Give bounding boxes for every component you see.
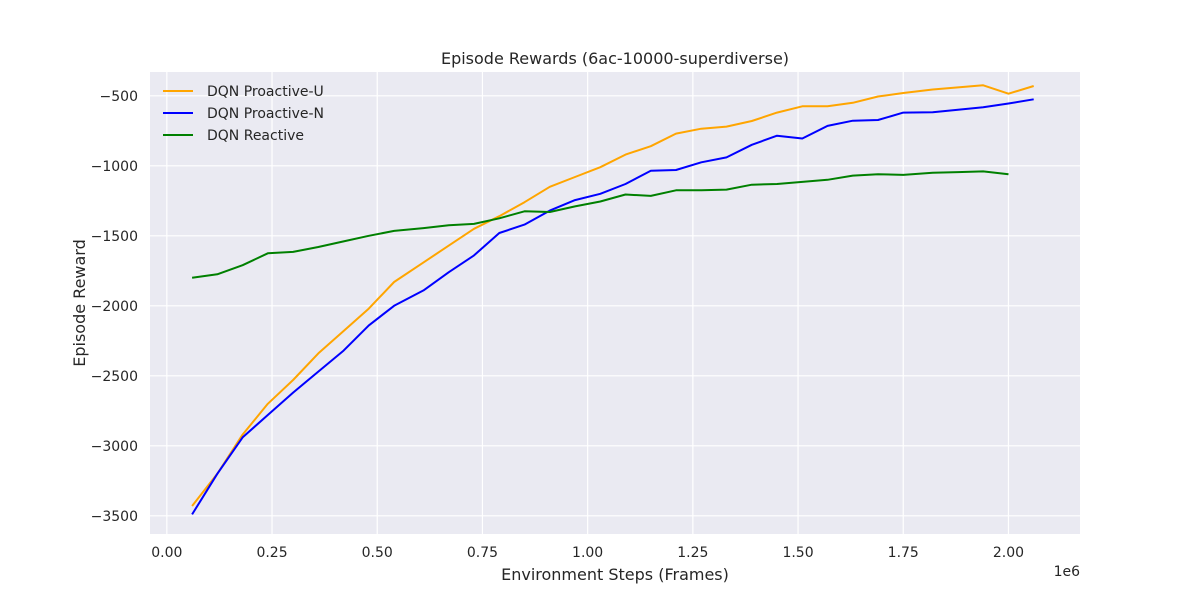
y-tick-label: −3500 [91,509,138,525]
y-tick-label: −1500 [91,229,138,245]
x-tick-label: 1.00 [572,545,603,561]
x-tick-label: 2.00 [993,545,1024,561]
y-tick-label: −500 [100,89,138,105]
x-tick-label: 1.75 [888,545,919,561]
x-tick-label: 1.50 [782,545,813,561]
x-tick-label: 0.00 [151,545,182,561]
x-tick-label: 0.75 [467,545,498,561]
y-axis-label: Episode Reward [70,239,89,367]
chart-title: Episode Rewards (6ac-10000-superdiverse) [441,49,789,68]
x-tick-label: 1.25 [677,545,708,561]
y-tick-labels: −3500 −3000 −2500 −2000 −1500 −1000 −500 [91,89,138,525]
grid [150,72,1080,534]
series-layer [191,84,1034,515]
legend-label-1: DQN Proactive-U [207,84,324,100]
series-line-3 [191,170,1009,279]
legend-label-3: DQN Reactive [207,128,304,144]
x-axis-label: Environment Steps (Frames) [501,565,729,584]
legend: DQN Proactive-U DQN Proactive-N DQN Reacti… [163,84,324,144]
series-line-2 [191,98,1034,515]
y-tick-label: −1000 [91,159,138,175]
x-tick-label: 0.50 [362,545,393,561]
legend-label-2: DQN Proactive-N [207,106,324,122]
y-tick-label: −2000 [91,299,138,315]
x-tick-labels: 0.00 0.25 0.50 0.75 1.00 1.25 1.50 1.75 2.00 [151,545,1024,561]
y-tick-label: −3000 [91,439,138,455]
series-line-1 [191,84,1034,507]
plot-background [150,72,1080,534]
x-tick-label: 0.25 [256,545,287,561]
x-offset-label: 1e6 [1054,564,1081,580]
y-tick-label: −2500 [91,369,138,385]
